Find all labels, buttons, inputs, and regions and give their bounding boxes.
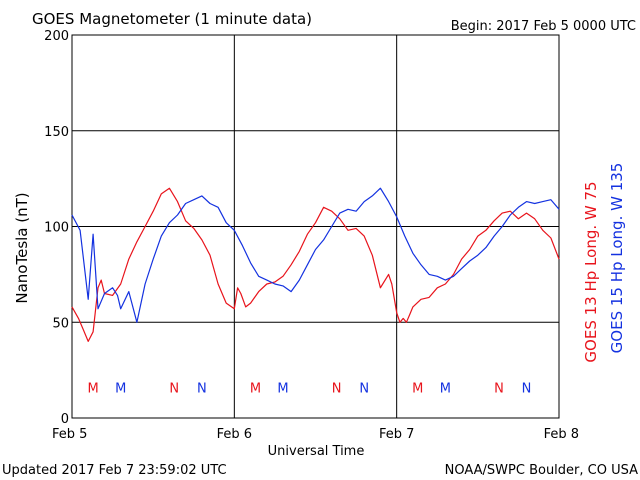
- axis-ticks: 0 50 100 150 200 Feb 5 Feb 6 Feb 7 Feb 8: [44, 29, 579, 442]
- x-tick-label: Feb 8: [544, 427, 579, 442]
- event-marker-label: N: [332, 381, 342, 396]
- begin-time: Begin: 2017 Feb 5 0000 UTC: [451, 19, 636, 34]
- x-tick-label: Feb 7: [379, 427, 414, 442]
- credit-line: NOAA/SWPC Boulder, CO USA: [445, 463, 638, 478]
- updated-timestamp: Updated 2017 Feb 7 23:59:02 UTC: [2, 463, 227, 478]
- series-goes15-line: [71, 187, 560, 323]
- event-marker-label: M: [440, 381, 451, 396]
- x-tick-label: Feb 5: [52, 427, 87, 442]
- y-tick-label: 50: [52, 316, 69, 331]
- x-axis-label: Universal Time: [268, 444, 365, 459]
- legend-goes15: GOES 15 Hp Long. W 135: [608, 163, 626, 354]
- event-marker-label: N: [522, 381, 532, 396]
- y-tick-label: 100: [44, 221, 69, 236]
- event-marker-label: N: [197, 381, 207, 396]
- event-marker-label: N: [359, 381, 369, 396]
- y-tick-label: 0: [61, 412, 69, 427]
- chart-title: GOES Magnetometer (1 minute data): [32, 10, 312, 28]
- x-tick-label: Feb 6: [217, 427, 252, 442]
- legend-goes13: GOES 13 Hp Long. W 75: [582, 181, 600, 362]
- event-marker-label: M: [115, 381, 126, 396]
- y-tick-label: 200: [44, 29, 69, 44]
- event-marker-label: M: [87, 381, 98, 396]
- series-lines: [71, 187, 560, 342]
- y-axis-label: NanoTesla (nT): [13, 192, 31, 303]
- plot-grid: [71, 34, 560, 419]
- event-marker-label: M: [277, 381, 288, 396]
- series-goes13-line: [71, 187, 560, 342]
- event-marker-label: N: [169, 381, 179, 396]
- y-tick-label: 150: [44, 125, 69, 140]
- event-marker-label: M: [250, 381, 261, 396]
- event-marker-label: N: [494, 381, 504, 396]
- event-marker-label: M: [412, 381, 423, 396]
